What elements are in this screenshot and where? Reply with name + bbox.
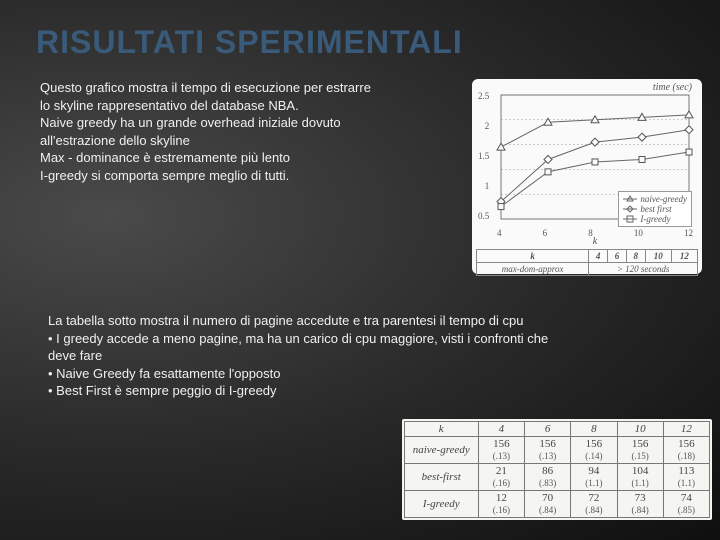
page-title: RISULTATI SPERIMENTALI: [0, 0, 720, 61]
legend-item: I-greedy: [623, 214, 687, 224]
table-cell: 74(.85): [663, 491, 709, 518]
chart-plot-area: time (sec) 2.5 2 1.5 1 0.5 4 6 8 10 12 k…: [494, 85, 696, 247]
table-cell: 21(.16): [478, 464, 524, 491]
paragraph-1: Questo grafico mostra il tempo di esecuz…: [40, 79, 460, 274]
table-cell: 156(.14): [571, 437, 617, 464]
p1-l3: Naive greedy ha un grande overhead inizi…: [40, 115, 341, 130]
ytick: 1.5: [478, 151, 489, 161]
mini-rowvalue: > 120 seconds: [589, 263, 698, 276]
p1-l2: lo skyline rappresentativo del database …: [40, 98, 299, 113]
p1-l6: I-greedy si comporta sempre meglio di tu…: [40, 168, 289, 183]
mini-col: 12: [671, 250, 697, 263]
table-cell: 70(.84): [525, 491, 571, 518]
legend-label: I-greedy: [640, 214, 670, 224]
table-header: 6: [525, 422, 571, 437]
table-header: 4: [478, 422, 524, 437]
chart-yticks: 2.5 2 1.5 1 0.5: [478, 91, 489, 221]
mini-col: 6: [608, 250, 627, 263]
table-rowhead: best-first: [404, 464, 478, 491]
p1-l4: all'estrazione dello skyline: [40, 133, 190, 148]
p2-l1: La tabella sotto mostra il numero di pag…: [48, 313, 524, 328]
table-cell: 94(1.1): [571, 464, 617, 491]
table-cell: 86(.83): [525, 464, 571, 491]
mini-col: 10: [645, 250, 671, 263]
table-cell: 104(1.1): [617, 464, 663, 491]
table-header: k: [404, 422, 478, 437]
table-cell: 12(.16): [478, 491, 524, 518]
xtick: 4: [497, 228, 502, 238]
table-cell: 72(.84): [571, 491, 617, 518]
chart-legend: naive-greedy best first I-greedy: [618, 191, 692, 227]
p2-l5: • Best First è sempre peggio di I-greedy: [48, 383, 277, 398]
top-section: Questo grafico mostra il tempo di esecuz…: [0, 61, 720, 274]
ytick: 1: [478, 181, 489, 191]
table-rowhead: I-greedy: [404, 491, 478, 518]
legend-label: naive-greedy: [640, 194, 687, 204]
mini-col: 8: [626, 250, 645, 263]
chart-ylabel: time (sec): [653, 82, 692, 93]
table-rowhead: naive-greedy: [404, 437, 478, 464]
table-cell: 113(1.1): [663, 464, 709, 491]
p2-l2: • I greedy accede a meno pagine, ma ha u…: [48, 331, 548, 346]
data-table-container: k4681012naive-greedy156(.13)156(.13)156(…: [402, 419, 712, 520]
table-cell: 156(.13): [525, 437, 571, 464]
table-header: 8: [571, 422, 617, 437]
mini-col: 4: [589, 250, 608, 263]
ytick: 2.5: [478, 91, 489, 101]
p1-l5: Max - dominance è estremamente più lento: [40, 150, 290, 165]
xtick: 6: [543, 228, 548, 238]
paragraph-2: La tabella sotto mostra il numero di pag…: [48, 312, 668, 400]
xtick: 10: [634, 228, 643, 238]
mini-rowlabel: max-dom-approx: [477, 263, 589, 276]
p2-l4: • Naive Greedy fa esattamente l'opposto: [48, 366, 281, 381]
chart-xlabel: k: [494, 236, 696, 247]
legend-item: best first: [623, 204, 687, 214]
table-cell: 73(.84): [617, 491, 663, 518]
mini-header: k: [477, 250, 589, 263]
legend-item: naive-greedy: [623, 194, 687, 204]
data-table: k4681012naive-greedy156(.13)156(.13)156(…: [404, 421, 710, 518]
table-cell: 156(.13): [478, 437, 524, 464]
table-header: 12: [663, 422, 709, 437]
ytick: 2: [478, 121, 489, 131]
table-header: 10: [617, 422, 663, 437]
chart-mini-table: k 4 6 8 10 12 max-dom-approx > 120 secon…: [476, 249, 698, 276]
legend-label: best first: [640, 204, 671, 214]
table-cell: 156(.15): [617, 437, 663, 464]
p1-l1: Questo grafico mostra il tempo di esecuz…: [40, 80, 371, 95]
bottom-section: La tabella sotto mostra il numero di pag…: [0, 274, 720, 400]
ytick: 0.5: [478, 211, 489, 221]
time-chart: time (sec) 2.5 2 1.5 1 0.5 4 6 8 10 12 k…: [472, 79, 702, 274]
p2-l3: deve fare: [48, 348, 102, 363]
xtick: 12: [684, 228, 693, 238]
table-cell: 156(.18): [663, 437, 709, 464]
